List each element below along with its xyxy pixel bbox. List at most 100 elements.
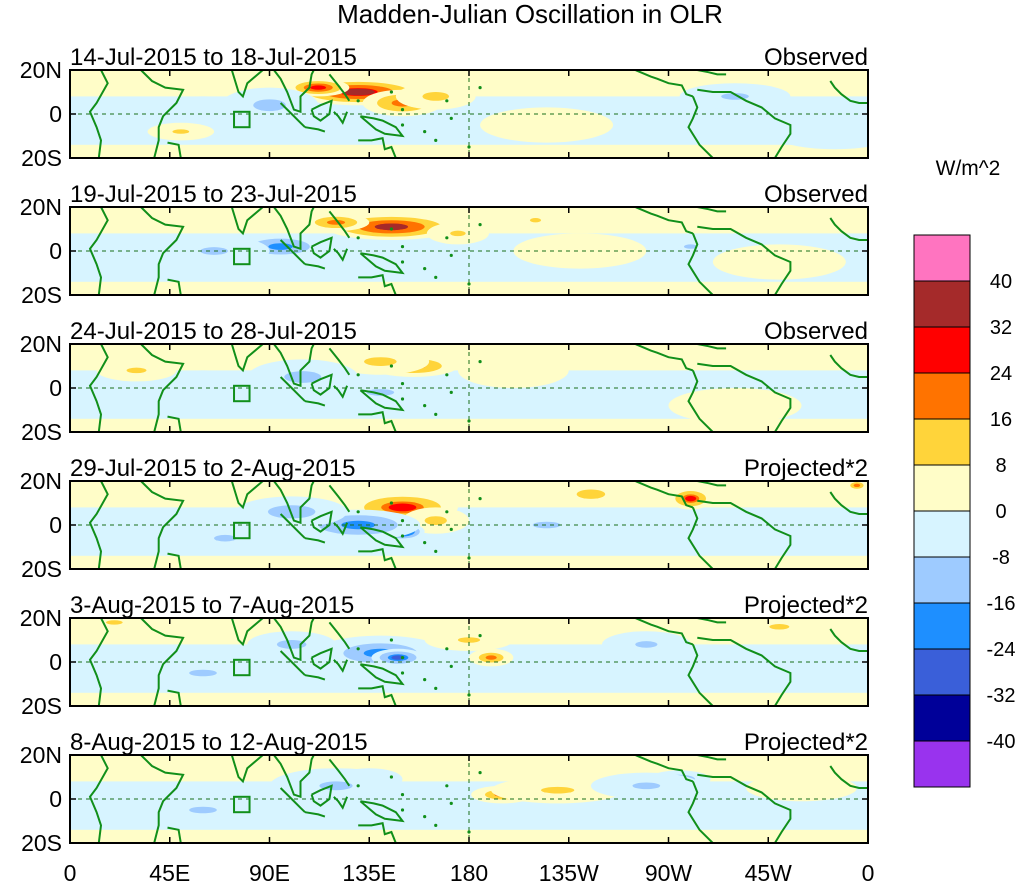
island-dot [467, 556, 471, 560]
anomaly-contour [684, 244, 698, 249]
coastline [310, 236, 333, 259]
coastline [167, 689, 182, 706]
coastline [88, 481, 109, 569]
anomaly-contour [768, 114, 868, 150]
lat-label: 20S [21, 830, 62, 856]
island-dot [423, 815, 427, 819]
anomaly-contour [374, 223, 409, 231]
longitude-axis: 0 45E 90E 135E 180 135W 90W 45W 0 [64, 860, 875, 886]
island-dot [478, 360, 482, 364]
coastline [140, 618, 185, 706]
panel-period: 19-Jul-2015 to 23-Jul-2015 [70, 181, 357, 208]
coastline [359, 389, 405, 412]
island-dot [478, 634, 482, 638]
island-dot [400, 808, 405, 812]
island-dot [389, 775, 394, 779]
anomaly-contour [172, 129, 190, 134]
lat-label: 0 [49, 786, 62, 812]
island-dot [449, 253, 453, 257]
colorbar-swatch [913, 602, 971, 650]
colorbar-tick-label: -40 [987, 731, 1016, 753]
coastline [167, 278, 182, 295]
panel-period: 8-Aug-2015 to 12-Aug-2015 [70, 729, 368, 756]
island-dot [449, 116, 453, 120]
coastline [88, 207, 109, 295]
island-dot [467, 419, 471, 423]
panel-period: 24-Jul-2015 to 28-Jul-2015 [70, 318, 357, 345]
colorbar-swatch [913, 326, 971, 374]
island-dot [423, 267, 427, 271]
anomaly-contour [341, 88, 375, 96]
island-dot [445, 784, 449, 788]
colorbar-swatch [913, 648, 971, 696]
lon-label: 135W [539, 860, 599, 886]
island-dot [467, 693, 471, 697]
anomaly-contour [366, 389, 395, 396]
island-dot [449, 527, 453, 532]
island-dot [467, 145, 471, 149]
coastline [273, 207, 315, 251]
coastline [687, 781, 714, 843]
panel-field [70, 618, 868, 706]
panel-type: Projected*2 [744, 592, 868, 619]
island-dot [423, 678, 427, 682]
colorbar-tick-label: 8 [995, 455, 1006, 477]
panel-type: Observed [764, 181, 868, 208]
coastline [328, 210, 351, 239]
map-panel: 24-Jul-2015 to 28-Jul-2015 Observed 20N 0 20… [20, 318, 869, 445]
coastline [829, 491, 868, 515]
reference-box [233, 521, 251, 540]
lat-label: 0 [49, 238, 62, 264]
anomaly-contour [364, 357, 397, 366]
anomaly-contour [253, 99, 286, 112]
coastline [358, 548, 397, 569]
lon-label: 135E [342, 860, 396, 886]
anomaly-contour [480, 107, 614, 143]
panel-field [70, 70, 868, 158]
coastline [167, 415, 182, 432]
island-dot [434, 686, 438, 691]
island-dot [423, 130, 427, 134]
anomaly-contour [267, 505, 316, 519]
island-dot [449, 801, 453, 806]
island-dot [400, 519, 405, 523]
island-dot [356, 510, 360, 514]
panel-type: Observed [764, 318, 868, 345]
island-dot [400, 108, 405, 112]
reference-box [233, 247, 251, 266]
coastline [273, 70, 315, 114]
coastline [273, 344, 315, 388]
anomaly-contour [457, 637, 481, 643]
island-dot [400, 671, 405, 675]
colorbar-swatch [913, 280, 971, 328]
coastline [829, 628, 868, 652]
colorbar-tick-label: 0 [995, 501, 1006, 523]
coastline [304, 400, 326, 407]
colorbar-tick-label: 16 [990, 409, 1012, 431]
anomaly-contour [532, 521, 561, 529]
panel-type: Projected*2 [744, 729, 868, 756]
coastline [279, 650, 306, 676]
island-dot [434, 823, 438, 828]
lat-label: 20N [20, 605, 62, 631]
coastline [358, 411, 397, 432]
lon-label: 45E [149, 860, 190, 886]
colorbar-swatch [913, 694, 971, 742]
lat-label: 20N [20, 331, 62, 357]
anomaly-contour [276, 640, 307, 649]
coastline [88, 755, 109, 843]
coastline [687, 233, 714, 295]
coastline [829, 765, 868, 789]
colorbar-swatch [913, 510, 971, 558]
panel-field [70, 481, 868, 569]
lon-label: 45W [745, 860, 793, 886]
coastline [273, 618, 315, 662]
island-dot [400, 382, 405, 386]
island-dot [434, 138, 438, 142]
island-dot [400, 397, 405, 401]
coastline [359, 115, 405, 138]
reference-box [233, 384, 251, 403]
coastline [140, 344, 185, 432]
panel-period: 3-Aug-2015 to 7-Aug-2015 [70, 592, 354, 619]
anomaly-contour [635, 641, 658, 648]
